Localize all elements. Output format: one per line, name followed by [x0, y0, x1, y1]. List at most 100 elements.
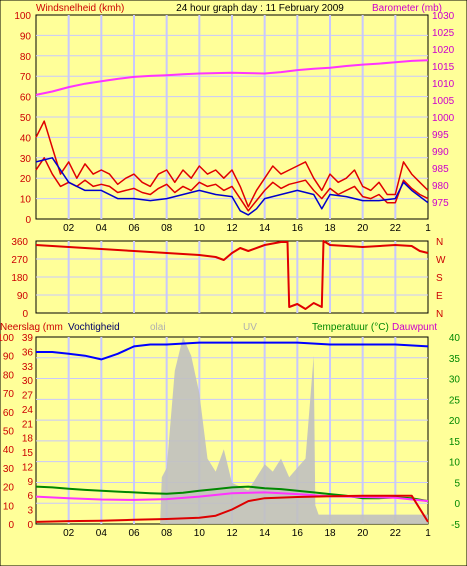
humidity-xtick-label: 22	[390, 528, 402, 539]
rain-ytick-label: 12	[22, 462, 34, 473]
wind-xtick-label: 1	[425, 223, 431, 234]
barometer-ytick-label: 985	[432, 164, 449, 175]
rain-ytick-label: 33	[22, 362, 34, 373]
wind-xtick-label: 14	[259, 223, 271, 234]
wind-xtick-label: 06	[128, 223, 140, 234]
temperature-ytick-label: 40	[449, 333, 461, 344]
wind-ytick-label: 40	[20, 133, 32, 144]
humidity-xtick-label: 18	[324, 528, 336, 539]
humidity-ytick-label: 40	[3, 445, 15, 456]
compass-label: W	[436, 255, 446, 266]
series-rain-line	[35, 494, 429, 523]
rain-ytick-label: 9	[27, 477, 33, 488]
series-solar-area	[160, 337, 428, 524]
compass-label: S	[436, 273, 443, 284]
dewpoint-title: Dauwpunt	[392, 322, 437, 333]
graph-title: 24 hour graph day : 11 February 2009	[176, 3, 344, 14]
temperature-ytick-label: 0	[454, 499, 460, 510]
direction-ytick-label: 90	[17, 291, 29, 302]
wind-xtick-label: 20	[357, 223, 369, 234]
barometer-ytick-label: 1005	[432, 96, 455, 107]
series-temperature-line	[35, 485, 429, 503]
wind-barometer-panel: 0102030405060708090100975980985990995100…	[14, 11, 454, 234]
rain-ytick-label: 3	[27, 506, 33, 517]
barometer-axis-title: Barometer (mb)	[372, 3, 442, 14]
humidity-xtick-label: 06	[128, 528, 140, 539]
wind-ytick-label: 70	[20, 72, 32, 83]
temperature-title: Temperatuur (°C)	[312, 322, 389, 333]
direction-ytick-label: 360	[11, 237, 28, 248]
wind-xtick-label: 10	[194, 223, 206, 234]
compass-label: E	[436, 291, 443, 302]
series-humidity-line	[36, 341, 429, 361]
series-wind-line	[35, 157, 429, 212]
rain-ytick-label: 21	[22, 419, 34, 430]
temperature-ytick-label: -5	[451, 520, 460, 531]
humidity-xtick-label: 1	[425, 528, 431, 539]
rain-axis-title: Neerslag (mm	[0, 322, 63, 333]
humidity-ytick-label: 70	[3, 389, 15, 400]
humidity-ytick-label: 80	[3, 370, 15, 381]
temperature-ytick-label: 30	[449, 375, 461, 386]
wind-axis-title: Windsnelheid (kmh)	[36, 3, 124, 14]
wind-xtick-label: 18	[324, 223, 336, 234]
wind-ytick-label: 100	[14, 11, 31, 22]
compass-label: N	[436, 309, 443, 320]
humidity-xtick-label: 04	[96, 528, 108, 539]
rain-ytick-label: 0	[27, 520, 33, 531]
wind-xtick-label: 22	[390, 223, 402, 234]
wind-ytick-label: 60	[20, 93, 32, 104]
barometer-ytick-label: 1015	[432, 62, 455, 73]
barometer-ytick-label: 1010	[432, 79, 455, 90]
series-direction-line	[35, 240, 429, 310]
humidity-ytick-label: 50	[3, 427, 15, 438]
temperature-ytick-label: 35	[449, 354, 461, 365]
temperature-ytick-label: 10	[449, 458, 461, 469]
wind-xtick-label: 08	[161, 223, 173, 234]
wind-xtick-label: 02	[63, 223, 75, 234]
humidity-temperature-panel: 0102030405060708090100036912151821242730…	[0, 333, 460, 539]
barometer-ytick-label: 1000	[432, 113, 455, 124]
humidity-xtick-label: 16	[292, 528, 304, 539]
rain-ytick-label: 18	[22, 434, 34, 445]
wind-ytick-label: 90	[20, 31, 32, 42]
rain-ytick-label: 24	[22, 405, 34, 416]
wind-xtick-label: 12	[226, 223, 238, 234]
barometer-ytick-label: 1025	[432, 28, 455, 39]
wind-ytick-label: 0	[25, 215, 31, 226]
humidity-xtick-label: 10	[194, 528, 206, 539]
humidity-ytick-label: 20	[3, 483, 15, 494]
rain-ytick-label: 30	[22, 376, 34, 387]
rain-ytick-label: 6	[27, 491, 33, 502]
humidity-ytick-label: 30	[3, 464, 15, 475]
barometer-ytick-label: 980	[432, 181, 449, 192]
compass-label: N	[436, 237, 443, 248]
series-gust-line	[35, 120, 429, 208]
temperature-ytick-label: 15	[449, 437, 461, 448]
humidity-xtick-label: 02	[63, 528, 75, 539]
wind-ytick-label: 80	[20, 52, 32, 63]
series-barometer-line	[35, 59, 429, 96]
barometer-ytick-label: 1020	[432, 45, 455, 56]
wind-xtick-label: 04	[96, 223, 108, 234]
humidity-ytick-label: 60	[3, 408, 15, 419]
wind-ytick-label: 10	[20, 195, 32, 206]
humidity-ytick-label: 100	[0, 333, 14, 344]
direction-ytick-label: 270	[11, 255, 28, 266]
temperature-ytick-label: 20	[449, 416, 461, 427]
uv-title: UV	[243, 322, 257, 333]
barometer-ytick-label: 975	[432, 198, 449, 209]
direction-ytick-label: 180	[11, 273, 28, 284]
barometer-ytick-label: 995	[432, 130, 449, 141]
series-dewpoint-line	[35, 491, 429, 503]
rain-ytick-label: 36	[22, 347, 34, 358]
humidity-title: Vochtigheid	[68, 322, 120, 333]
wind-ytick-label: 30	[20, 154, 32, 165]
humidity-ytick-label: 10	[3, 501, 15, 512]
wind-ytick-label: 50	[20, 113, 32, 124]
barometer-ytick-label: 1030	[432, 11, 455, 22]
humidity-ytick-label: 0	[8, 520, 14, 531]
series-avg-line	[35, 157, 429, 216]
humidity-xtick-label: 14	[259, 528, 271, 539]
barometer-ytick-label: 990	[432, 147, 449, 158]
